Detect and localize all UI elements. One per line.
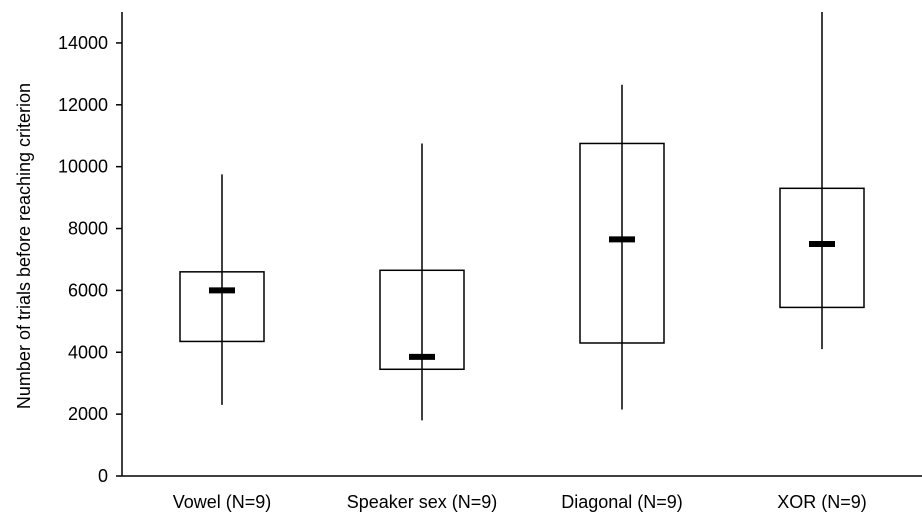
x-category-label: Diagonal (N=9) bbox=[561, 492, 683, 512]
y-tick-label: 14000 bbox=[58, 33, 108, 53]
y-axis-title: Number of trials before reaching criteri… bbox=[14, 83, 34, 409]
y-tick-label: 0 bbox=[98, 466, 108, 486]
x-category-label: XOR (N=9) bbox=[777, 492, 867, 512]
y-ticks: 0 2000 4000 6000 8000 10000 12000 14000 bbox=[58, 33, 122, 486]
box-1 bbox=[179, 174, 265, 405]
x-category-label: Speaker sex (N=9) bbox=[347, 492, 498, 512]
y-tick-label: 4000 bbox=[68, 342, 108, 362]
y-tick-label: 12000 bbox=[58, 95, 108, 115]
y-tick-label: 6000 bbox=[68, 280, 108, 300]
box-4 bbox=[779, 12, 865, 350]
boxes bbox=[179, 12, 865, 421]
y-tick-label: 2000 bbox=[68, 404, 108, 424]
x-category-label: Vowel (N=9) bbox=[173, 492, 272, 512]
box-3 bbox=[579, 84, 665, 410]
y-axis-title-group: Number of trials before reaching criteri… bbox=[14, 83, 34, 409]
y-tick-label: 8000 bbox=[68, 219, 108, 239]
y-tick-label: 10000 bbox=[58, 157, 108, 177]
x-category-labels: Vowel (N=9) Speaker sex (N=9) Diagonal (N=… bbox=[173, 492, 867, 512]
box-2 bbox=[379, 143, 465, 421]
